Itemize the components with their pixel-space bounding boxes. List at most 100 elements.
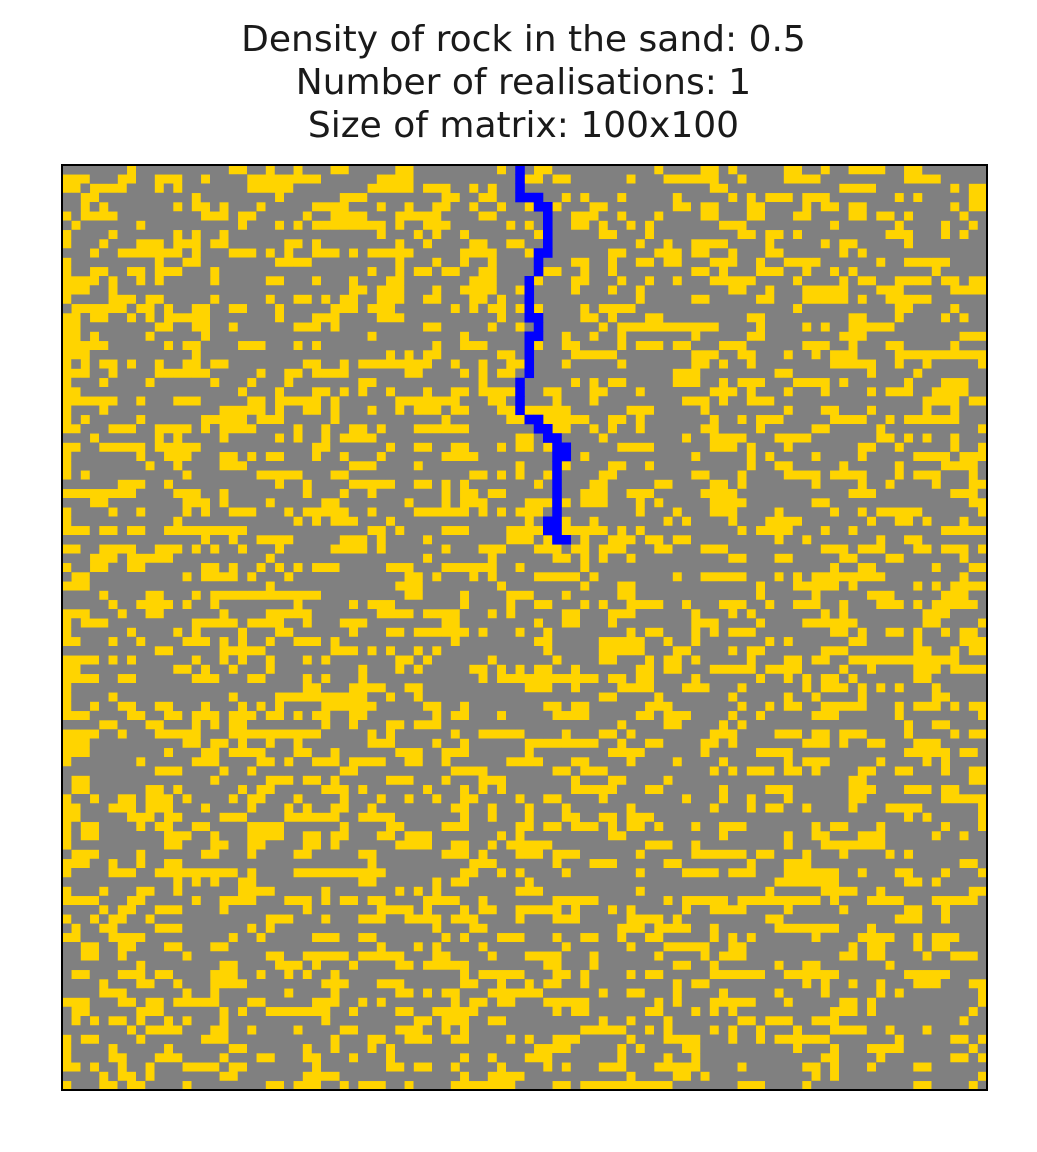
rock-cell <box>247 979 257 989</box>
rock-cell <box>977 599 988 610</box>
rock-cell <box>247 535 257 545</box>
rock-cell <box>339 775 350 786</box>
rock-cell <box>404 331 414 342</box>
rock-cell <box>117 655 128 665</box>
rock-cell <box>765 997 775 1008</box>
rock-cell <box>672 553 692 564</box>
rock-cell <box>432 905 442 915</box>
rock-cell <box>839 710 858 721</box>
rock-cell <box>839 433 849 443</box>
rock-cell <box>940 729 951 739</box>
path-cell <box>552 479 562 490</box>
rock-cell <box>200 738 211 749</box>
rock-cell <box>691 923 701 934</box>
rock-cell <box>589 979 609 989</box>
rock-cell <box>829 599 840 610</box>
rock-cell <box>385 1034 396 1045</box>
rock-cell <box>200 266 211 277</box>
rock-cell <box>80 183 91 194</box>
rock-cell <box>145 368 155 379</box>
rock-cell <box>191 932 202 943</box>
rock-cell <box>848 627 858 638</box>
rock-cell <box>626 840 636 850</box>
rock-cell <box>339 849 359 860</box>
rock-cell <box>635 627 646 638</box>
rock-cell <box>811 433 840 443</box>
rock-cell <box>829 692 840 702</box>
rock-cell <box>922 479 932 490</box>
rock-cell <box>163 359 183 369</box>
rock-cell <box>293 627 322 638</box>
rock-cell <box>339 313 359 323</box>
rock-cell <box>108 683 118 693</box>
rock-cell <box>691 905 710 915</box>
rock-cell <box>524 239 544 249</box>
rock-cell <box>626 507 636 517</box>
rock-cell <box>774 636 784 647</box>
rock-cell <box>561 747 590 758</box>
rock-cell <box>200 729 220 739</box>
rock-cell <box>256 424 266 434</box>
rock-cell <box>191 794 229 804</box>
rock-cell <box>432 359 451 369</box>
rock-cell <box>820 313 849 323</box>
rock-cell <box>700 627 710 638</box>
rock-cell <box>385 544 442 554</box>
rock-cell <box>478 424 488 434</box>
rock-cell <box>182 553 202 564</box>
rock-cell <box>626 720 646 730</box>
rock-cell <box>728 368 757 379</box>
rock-cell <box>691 590 701 601</box>
rock-cell <box>543 766 553 776</box>
rock-cell <box>136 359 155 369</box>
rock-cell <box>626 1025 646 1035</box>
rock-cell <box>163 535 183 545</box>
rock-cell <box>237 960 248 971</box>
rock-cell <box>367 988 396 998</box>
path-cell <box>552 535 562 545</box>
rock-cell <box>663 498 701 508</box>
rock-cell <box>885 424 905 434</box>
rock-cell <box>700 766 710 776</box>
rock-cell <box>940 470 969 480</box>
rock-cell <box>580 868 636 878</box>
rock-cell <box>478 812 488 823</box>
rock-cell <box>755 165 784 175</box>
rock-cell <box>459 1062 488 1072</box>
rock-cell <box>644 636 664 647</box>
rock-cell <box>247 581 266 591</box>
rock-cell <box>404 488 414 499</box>
rock-cell <box>330 266 340 277</box>
rock-cell <box>876 387 886 397</box>
rock-cell <box>552 683 572 693</box>
rock-cell <box>432 433 442 443</box>
rock-cell <box>940 192 960 203</box>
rock-cell <box>496 451 516 462</box>
rock-cell <box>200 932 229 943</box>
rock-cell <box>755 562 766 573</box>
rock-cell <box>681 979 692 989</box>
rock-cell <box>617 553 627 564</box>
rock-cell <box>182 710 192 721</box>
rock-cell <box>654 655 664 665</box>
rock-cell <box>506 701 544 712</box>
rock-cell <box>506 710 516 721</box>
rock-cell <box>580 729 599 739</box>
rock-cell <box>99 294 109 305</box>
rock-cell <box>885 877 895 887</box>
rock-cell <box>617 960 627 971</box>
rock-cell <box>598 932 618 943</box>
rock-cell <box>644 331 673 342</box>
rock-cell <box>182 858 229 869</box>
rock-cell <box>829 239 840 249</box>
rock-cell <box>829 387 849 397</box>
rock-cell <box>728 266 738 277</box>
path-cell <box>533 202 544 212</box>
rock-cell <box>200 609 211 619</box>
rock-cell <box>792 322 803 332</box>
rock-cell <box>228 609 239 619</box>
rock-cell <box>792 202 803 212</box>
rock-cell <box>774 322 794 332</box>
rock-cell <box>413 794 433 804</box>
path-cell <box>561 451 572 462</box>
